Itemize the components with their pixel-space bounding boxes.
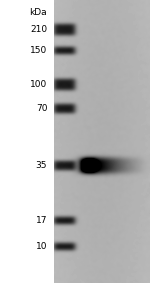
Text: 100: 100 xyxy=(30,80,47,89)
Text: kDa: kDa xyxy=(30,8,47,17)
Text: 35: 35 xyxy=(36,161,47,170)
Text: 210: 210 xyxy=(30,25,47,34)
Text: 10: 10 xyxy=(36,242,47,251)
Text: 70: 70 xyxy=(36,104,47,113)
Text: 150: 150 xyxy=(30,46,47,55)
Text: 17: 17 xyxy=(36,216,47,225)
